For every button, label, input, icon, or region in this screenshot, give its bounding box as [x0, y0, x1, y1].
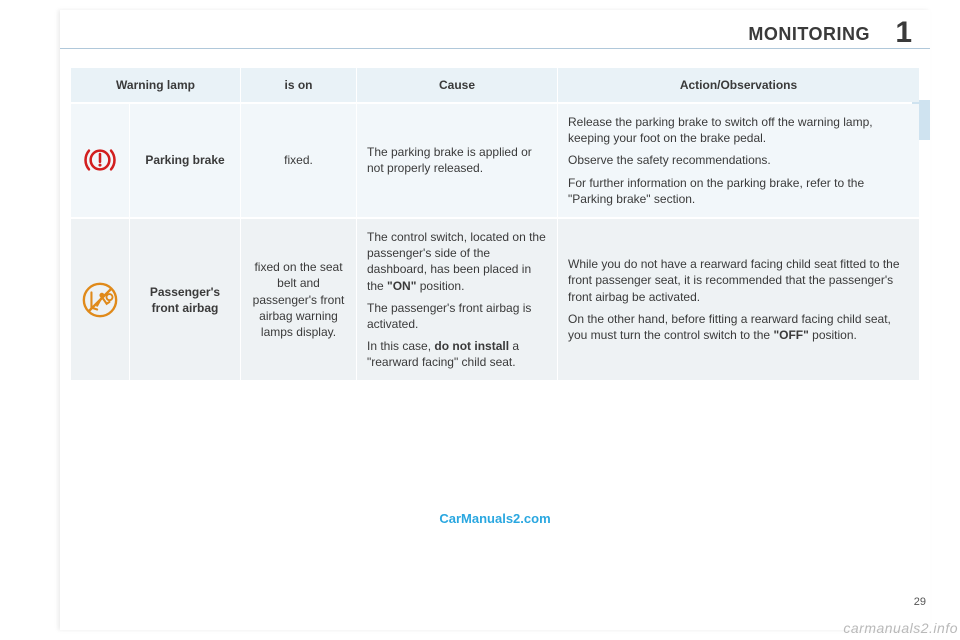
cell-icon: [71, 104, 129, 217]
passenger-airbag-icon: [81, 281, 119, 319]
cell-cause: The parking brake is applied or not prop…: [357, 104, 557, 217]
cell-lamp-name: Parking brake: [130, 104, 240, 217]
col-warning-lamp: Warning lamp: [71, 68, 240, 102]
bold-text: do not install: [434, 339, 509, 353]
manual-page: MONITORING 1 Warning lamp is on Cause Ac…: [60, 10, 930, 630]
col-cause: Cause: [357, 68, 557, 102]
text: position.: [809, 328, 857, 342]
text: position.: [416, 279, 464, 293]
action-line: Release the parking brake to switch off …: [568, 114, 909, 146]
col-action: Action/Observations: [558, 68, 919, 102]
cell-lamp-name: Passenger's front airbag: [130, 219, 240, 381]
action-line: For further information on the parking b…: [568, 175, 909, 207]
warning-lamp-table: Warning lamp is on Cause Action/Observat…: [70, 66, 920, 382]
header-rule: [60, 48, 930, 49]
action-line: While you do not have a rearward facing …: [568, 256, 909, 305]
chapter-number: 1: [895, 16, 912, 50]
cell-cause: The control switch, located on the passe…: [357, 219, 557, 381]
watermark-center: CarManuals2.com: [439, 511, 550, 526]
cell-action: Release the parking brake to switch off …: [558, 104, 919, 217]
table-row: Parking brake fixed. The parking brake i…: [71, 104, 919, 217]
cell-action: While you do not have a rearward facing …: [558, 219, 919, 381]
section-title: MONITORING: [748, 24, 870, 45]
cause-line: The control switch, located on the passe…: [367, 229, 547, 294]
cause-line: The passenger's front airbag is activate…: [367, 300, 547, 332]
table-row: Passenger's front airbag fixed on the se…: [71, 219, 919, 381]
cell-icon: [71, 219, 129, 381]
parking-brake-icon: [83, 143, 117, 177]
bold-text: "OFF": [773, 328, 808, 342]
watermark-corner: carmanuals2.info: [843, 620, 958, 636]
cell-is-on: fixed.: [241, 104, 356, 217]
page-number: 29: [914, 596, 926, 608]
col-is-on: is on: [241, 68, 356, 102]
cell-is-on: fixed on the seat belt and passenger's f…: [241, 219, 356, 381]
cause-line: In this case, do not install a "rearward…: [367, 338, 547, 370]
table-header-row: Warning lamp is on Cause Action/Observat…: [71, 68, 919, 102]
action-line: On the other hand, before fitting a rear…: [568, 311, 909, 343]
bold-text: "ON": [387, 279, 416, 293]
text: In this case,: [367, 339, 434, 353]
action-line: Observe the safety recommendations.: [568, 152, 909, 168]
